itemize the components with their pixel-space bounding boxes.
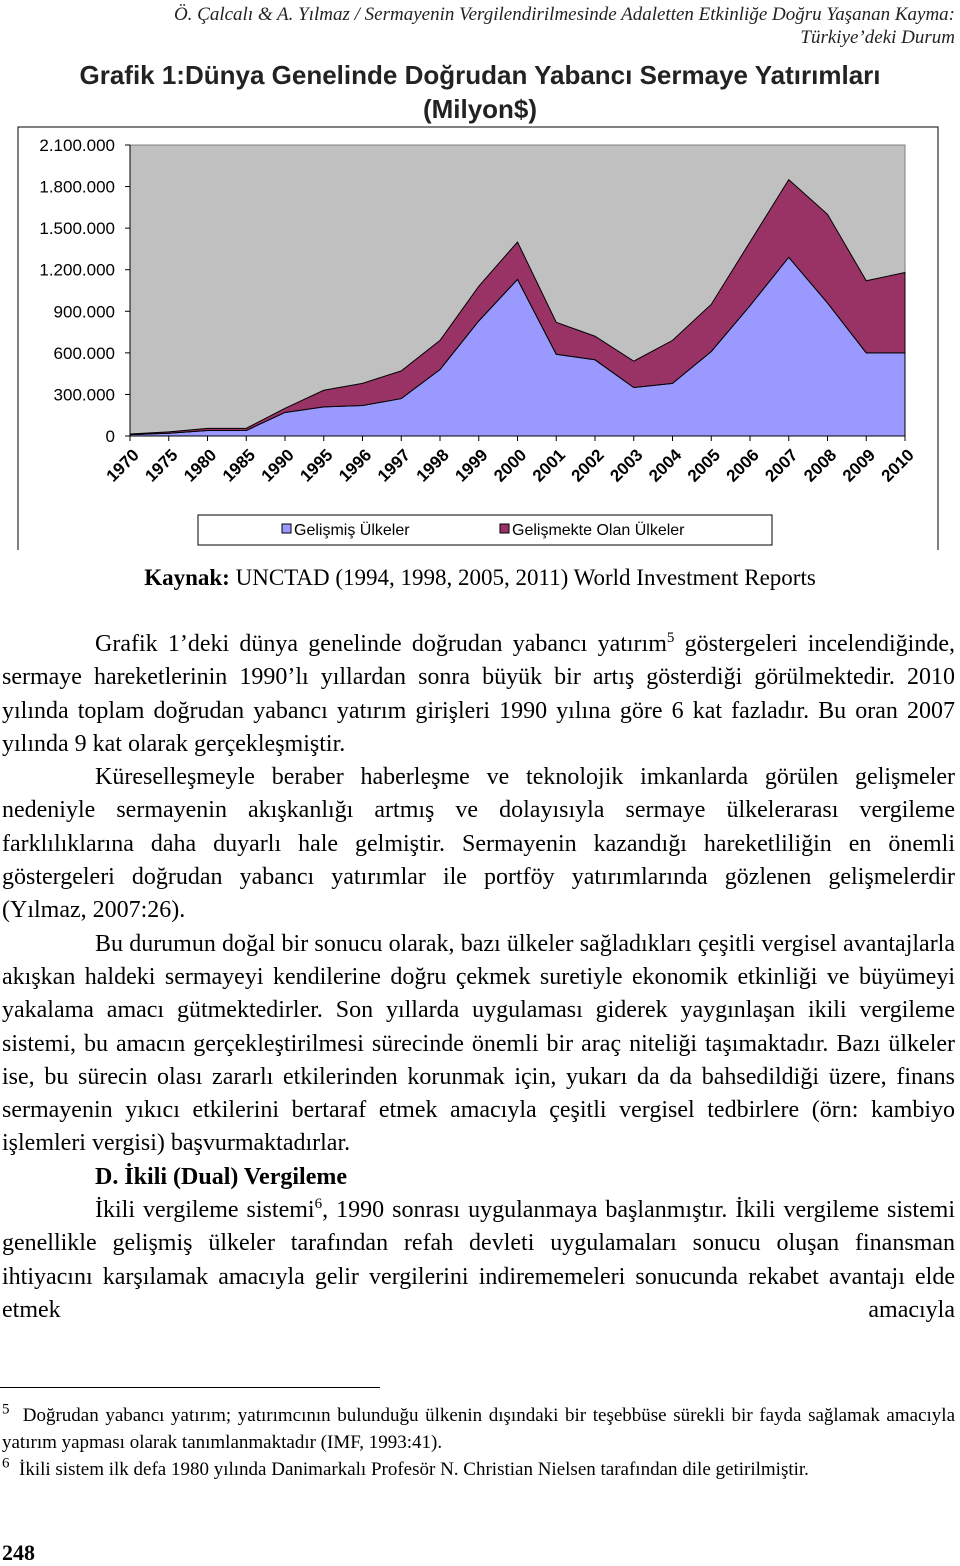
legend bbox=[197, 514, 773, 546]
x-tick-label: 1970 bbox=[103, 445, 143, 485]
x-tick-label: 2007 bbox=[761, 445, 801, 485]
paragraph: İkili vergileme sistemi6, 1990 sonrası u… bbox=[2, 1194, 955, 1327]
chart: 0 300.000 600.000 900.000 1.200.000 1.500.000… bbox=[17, 126, 939, 550]
chart-frame bbox=[17, 126, 939, 550]
footnote-ref: 6 bbox=[314, 1196, 323, 1213]
footnote-number: 6 bbox=[2, 1455, 10, 1472]
x-tick-label: 1999 bbox=[451, 445, 491, 485]
y-tick-label: 1.500.000 bbox=[39, 219, 115, 238]
x-tick-label: 2002 bbox=[568, 445, 608, 485]
legend-swatch bbox=[281, 523, 292, 534]
text: İkili vergileme sistemi bbox=[95, 1197, 315, 1224]
legend-swatch bbox=[499, 523, 510, 534]
x-tick-label: 1998 bbox=[413, 445, 453, 485]
x-tick-label: 1975 bbox=[141, 445, 181, 485]
source-label: Kaynak: bbox=[144, 565, 230, 590]
body-text: Grafik 1’deki dünya genelinde doğrudan y… bbox=[2, 628, 955, 1327]
footnotes: 5 Doğrudan yabancı yatırım; yatırımcının… bbox=[2, 1402, 955, 1483]
running-header: Ö. Çalcalı & A. Yılmaz / Sermayenin Verg… bbox=[60, 3, 955, 49]
x-tick-label: 1990 bbox=[258, 445, 298, 485]
x-tick-label: 1985 bbox=[219, 445, 259, 485]
footnote: 5 Doğrudan yabancı yatırım; yatırımcının… bbox=[2, 1402, 955, 1456]
x-tick-label: 2005 bbox=[684, 445, 724, 485]
footnote-number: 5 bbox=[2, 1401, 10, 1418]
source-text: UNCTAD (1994, 1998, 2005, 2011) World In… bbox=[235, 565, 816, 590]
x-tick-label: 2006 bbox=[723, 445, 763, 485]
footnote-text: Doğrudan yabancı yatırım; yatırımcının b… bbox=[2, 1405, 955, 1453]
y-tick-label: 0 bbox=[106, 427, 115, 446]
legend-label: Gelişmiş Ülkeler bbox=[294, 521, 410, 539]
x-tick-label: 1995 bbox=[296, 445, 336, 485]
y-tick-label: 2.100.000 bbox=[39, 136, 115, 155]
source: Kaynak: UNCTAD (1994, 1998, 2005, 2011) … bbox=[0, 565, 960, 591]
x-tick-label: 2000 bbox=[490, 445, 530, 485]
chart-title: Grafik 1:Dünya Genelinde Doğrudan Yabanc… bbox=[79, 60, 881, 124]
footnote-ref: 5 bbox=[666, 630, 675, 646]
x-tick-label: 2004 bbox=[645, 445, 686, 486]
section-heading: D. İkili (Dual) Vergileme bbox=[95, 1163, 347, 1190]
paragraph: Grafik 1’deki dünya genelinde doğrudan y… bbox=[2, 628, 955, 761]
x-tick-label: 2001 bbox=[529, 445, 569, 485]
x-tick-label: 2003 bbox=[606, 445, 646, 485]
page-number: 248 bbox=[2, 1540, 35, 1565]
footnote-text: İkili sistem ilk defa 1980 yılında Danim… bbox=[19, 1459, 809, 1480]
paragraph: Küreselleşmeyle beraber haberleşme ve te… bbox=[2, 764, 955, 924]
x-tick-label: 2010 bbox=[878, 445, 918, 485]
x-tick-label: 2008 bbox=[800, 445, 840, 485]
header-line: Türkiye’deki Durum bbox=[800, 27, 955, 48]
y-tick-label: 1.200.000 bbox=[39, 261, 115, 280]
footnote: 6 İkili sistem ilk defa 1980 yılında Dan… bbox=[2, 1456, 955, 1483]
paragraph: Bu durumun doğal bir sonucu olarak, bazı… bbox=[2, 930, 955, 1157]
x-tick-label: 2009 bbox=[839, 445, 879, 485]
y-tick-label: 900.000 bbox=[54, 302, 115, 321]
text: Grafik 1’deki dünya genelinde doğrudan y… bbox=[95, 631, 667, 657]
header-line: Ö. Çalcalı & A. Yılmaz / Sermayenin Verg… bbox=[173, 4, 955, 25]
area bbox=[129, 178, 906, 436]
y-tick-label: 600.000 bbox=[54, 344, 115, 363]
legend-label: Gelişmekte Olan Ülkeler bbox=[512, 521, 685, 539]
footnote-rule bbox=[0, 1387, 380, 1388]
text: , 1990 sonrası uygulanmaya başlanmıştır.… bbox=[2, 1197, 955, 1323]
y-tick-label: 300.000 bbox=[54, 385, 115, 404]
x-tick-label: 1996 bbox=[335, 445, 375, 485]
x-tick-label: 1980 bbox=[180, 445, 220, 485]
x-tick-label: 1997 bbox=[374, 445, 414, 485]
y-tick-label: 1.800.000 bbox=[39, 178, 115, 197]
text: göstergeleri incelendiğinde, sermaye har… bbox=[2, 631, 955, 757]
